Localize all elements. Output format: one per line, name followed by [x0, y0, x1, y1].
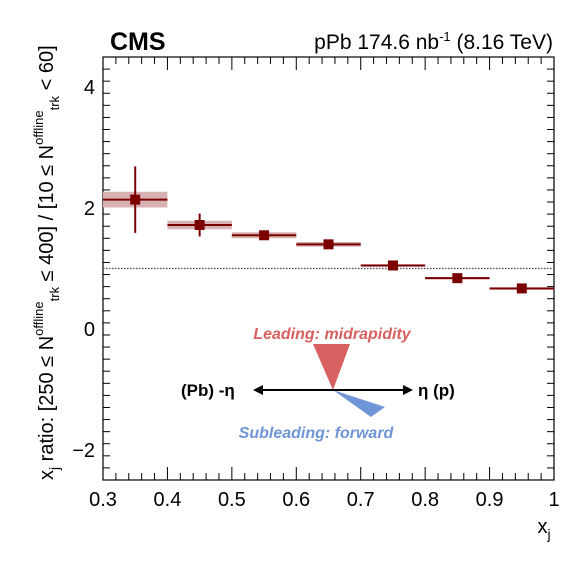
- x-tick-label: 0.8: [411, 489, 439, 511]
- leading-label: Leading: midrapidity: [253, 326, 411, 343]
- y-tick-label: −2: [72, 440, 95, 462]
- x-tick-labels: 0.3 0.4 0.5 0.6 0.7 0.8 0.9 1: [89, 489, 559, 511]
- y-tick-label: 2: [84, 198, 95, 220]
- y-tick-label: 4: [84, 77, 95, 99]
- data-marker: [452, 273, 463, 284]
- data-marker: [387, 260, 398, 271]
- data-marker: [516, 283, 527, 294]
- data-points: [103, 166, 554, 294]
- x-tick-label: 1: [548, 489, 559, 511]
- experiment-label: CMS: [110, 28, 166, 56]
- y-tick-label: 0: [84, 319, 95, 341]
- x-tick-label: 0.6: [282, 489, 310, 511]
- data-marker: [130, 194, 141, 205]
- x-tick-label: 0.3: [89, 489, 117, 511]
- x-tick-label: 0.9: [476, 489, 504, 511]
- right-eta-label: η (p): [418, 381, 455, 400]
- y-axis-label: xj ratio: [250 ≤ Nofflinetrk ≤ 400] / [1…: [31, 45, 62, 480]
- left-eta-label: (Pb) -η: [181, 381, 235, 400]
- right-arrow-head: [403, 385, 413, 395]
- leading-jet-cone: [313, 344, 350, 390]
- subleading-jet-cone: [333, 390, 385, 417]
- axis-ticks: [102, 56, 555, 481]
- subleading-label: Subleading: forward: [239, 425, 395, 442]
- data-marker: [323, 239, 334, 250]
- data-marker: [259, 230, 270, 241]
- x-axis-label: xj: [537, 516, 550, 542]
- x-tick-label: 0.7: [347, 489, 375, 511]
- rapidity-diagram: Leading: midrapidity (Pb) -η η (p) Suble…: [181, 326, 455, 442]
- x-tick-label: 0.4: [154, 489, 182, 511]
- left-arrow-head: [253, 385, 263, 395]
- dataset-label: pPb 174.6 nb-1 (8.16 TeV): [314, 29, 553, 54]
- x-tick-label: 0.5: [218, 489, 246, 511]
- y-tick-labels: −2 0 2 4: [72, 77, 95, 462]
- data-marker: [194, 219, 205, 230]
